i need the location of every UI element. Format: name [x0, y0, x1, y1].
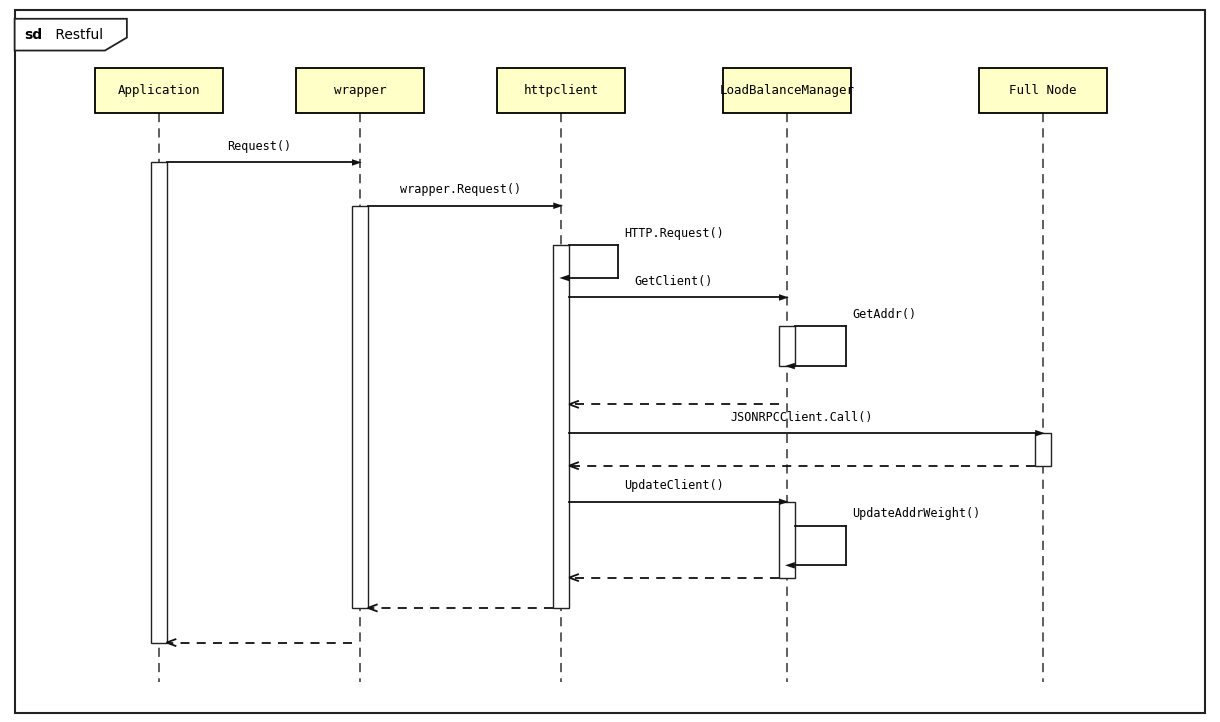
Bar	[1035, 433, 1052, 466]
Bar	[978, 68, 1107, 113]
Text: Request(): Request()	[227, 140, 292, 153]
Polygon shape	[780, 295, 789, 300]
Bar	[95, 68, 222, 113]
Bar	[295, 68, 423, 113]
Text: sd: sd	[24, 27, 43, 42]
Text: Application: Application	[117, 84, 200, 97]
Bar	[150, 162, 166, 643]
Bar	[553, 245, 569, 608]
Text: wrapper: wrapper	[333, 84, 387, 97]
Text: Full Node: Full Node	[1009, 84, 1077, 97]
Text: HTTP.Request(): HTTP.Request()	[625, 227, 723, 240]
Polygon shape	[780, 498, 789, 505]
Polygon shape	[553, 203, 562, 209]
Text: wrapper.Request(): wrapper.Request()	[400, 183, 521, 196]
Polygon shape	[786, 562, 795, 569]
Bar	[722, 68, 852, 113]
Polygon shape	[786, 362, 795, 369]
Bar	[498, 68, 626, 113]
Polygon shape	[1035, 430, 1044, 436]
Text: UpdateAddrWeight(): UpdateAddrWeight()	[852, 507, 981, 520]
Text: LoadBalanceManager: LoadBalanceManager	[720, 84, 854, 97]
Bar	[780, 502, 795, 578]
Text: JSONRPCClient.Call(): JSONRPCClient.Call()	[731, 411, 874, 424]
Polygon shape	[559, 275, 569, 281]
Bar	[351, 206, 368, 608]
Text: GetAddr(): GetAddr()	[852, 308, 916, 321]
Polygon shape	[15, 19, 127, 51]
Text: httpclient: httpclient	[523, 84, 599, 97]
Text: Restful: Restful	[51, 27, 104, 42]
Text: UpdateClient(): UpdateClient()	[625, 479, 723, 492]
Text: GetClient(): GetClient()	[634, 275, 714, 288]
Polygon shape	[351, 160, 361, 165]
Bar	[780, 326, 795, 366]
